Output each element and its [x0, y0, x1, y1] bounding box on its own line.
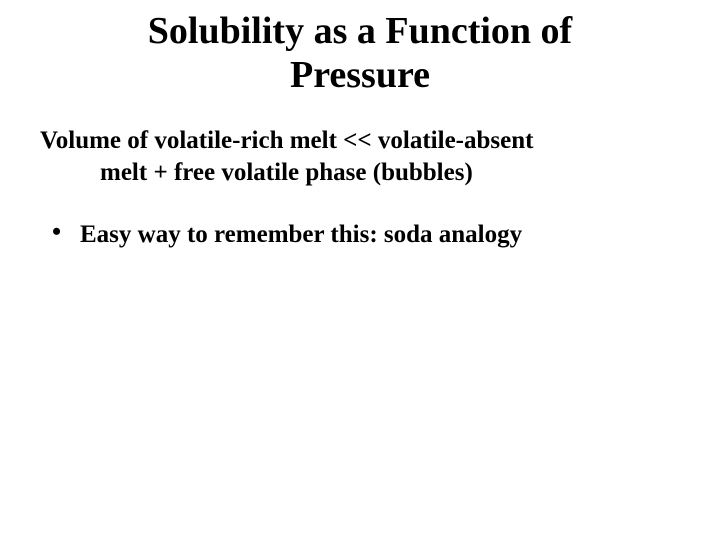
bullet-list: Easy way to remember this: soda analogy — [40, 220, 680, 250]
slide-subtitle: Volume of volatile-rich melt << volatile… — [40, 125, 680, 188]
bullet-item: Easy way to remember this: soda analogy — [52, 220, 680, 250]
subtitle-line-1: Volume of volatile-rich melt << volatile… — [40, 127, 533, 154]
bullet-text: Easy way to remember this: soda analogy — [80, 221, 522, 248]
subtitle-line-2: melt + free volatile phase (bubbles) — [40, 157, 680, 188]
slide-title: Solubility as a Function of Pressure — [40, 10, 680, 97]
